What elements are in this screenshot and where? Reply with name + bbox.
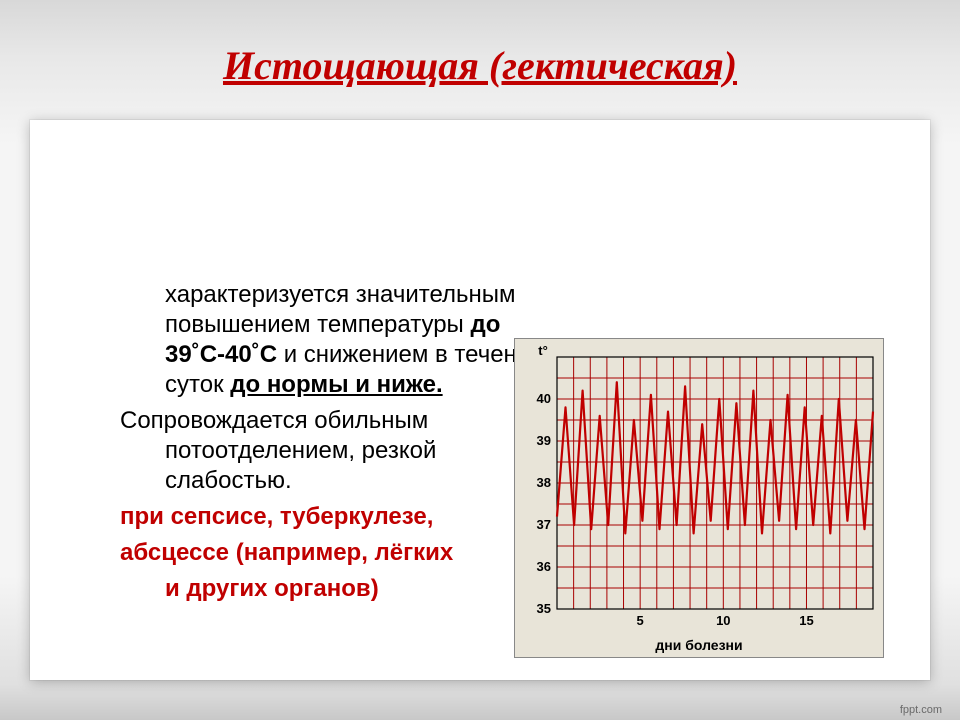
svg-text:5: 5 (637, 613, 644, 628)
svg-text:35: 35 (537, 601, 551, 616)
paragraph-3: при сепсисе, туберкулезе, (120, 502, 550, 532)
svg-text:10: 10 (716, 613, 730, 628)
page-title: Истощающая (гектическая) (0, 42, 960, 89)
paragraph-1: характеризуется значительным повышением … (120, 280, 550, 400)
p1-underline: до нормы и ниже. (230, 371, 442, 398)
svg-text:39: 39 (537, 433, 551, 448)
paragraph-4a: абсцессе (например, лёгких (120, 538, 550, 568)
footer-credit: fppt.com (900, 704, 942, 716)
paragraph-2: Сопровождается обильным потоотделением, … (120, 406, 550, 496)
svg-text:37: 37 (537, 517, 551, 532)
x-axis-caption: дни болезни (515, 637, 883, 653)
svg-text:15: 15 (799, 613, 813, 628)
slide-card: характеризуется значительным повышением … (30, 120, 930, 680)
svg-text:36: 36 (537, 559, 551, 574)
chart-svg: 35 36 37 38 39 40 t° 5 10 15 (515, 339, 885, 639)
body-text-block: характеризуется значительным повышением … (120, 280, 550, 610)
temperature-chart: 35 36 37 38 39 40 t° 5 10 15 дни болезни (514, 338, 884, 658)
paragraph-4b: и других органов) (120, 574, 550, 604)
p1-lead: характеризуется значительным повышением … (165, 281, 516, 338)
svg-text:40: 40 (537, 391, 551, 406)
svg-text:38: 38 (537, 475, 551, 490)
svg-text:t°: t° (538, 343, 548, 358)
